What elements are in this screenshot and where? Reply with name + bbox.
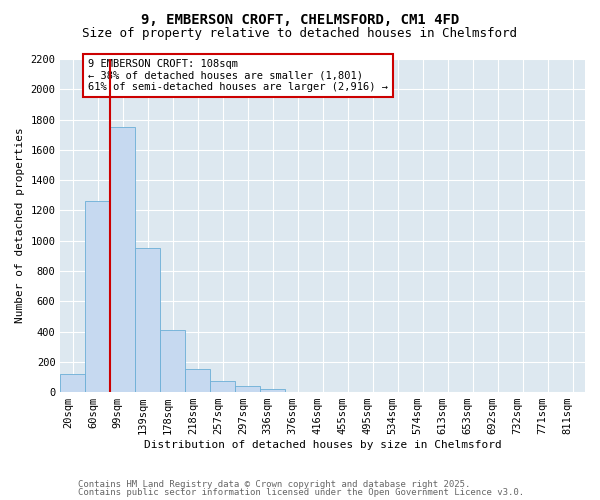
Text: 9, EMBERSON CROFT, CHELMSFORD, CM1 4FD: 9, EMBERSON CROFT, CHELMSFORD, CM1 4FD: [141, 12, 459, 26]
Bar: [160, 330, 185, 392]
Text: Contains HM Land Registry data © Crown copyright and database right 2025.: Contains HM Land Registry data © Crown c…: [78, 480, 470, 489]
Bar: [61, 374, 85, 392]
Text: 9 EMBERSON CROFT: 108sqm
← 38% of detached houses are smaller (1,801)
61% of sem: 9 EMBERSON CROFT: 108sqm ← 38% of detach…: [88, 59, 388, 92]
Bar: [185, 370, 210, 392]
Text: Size of property relative to detached houses in Chelmsford: Size of property relative to detached ho…: [83, 28, 517, 40]
Bar: [85, 202, 110, 392]
X-axis label: Distribution of detached houses by size in Chelmsford: Distribution of detached houses by size …: [144, 440, 502, 450]
Bar: [235, 386, 260, 392]
Bar: [210, 380, 235, 392]
Bar: [136, 248, 160, 392]
Text: Contains public sector information licensed under the Open Government Licence v3: Contains public sector information licen…: [78, 488, 524, 497]
Bar: [260, 389, 285, 392]
Y-axis label: Number of detached properties: Number of detached properties: [15, 128, 25, 324]
Bar: [110, 127, 136, 392]
